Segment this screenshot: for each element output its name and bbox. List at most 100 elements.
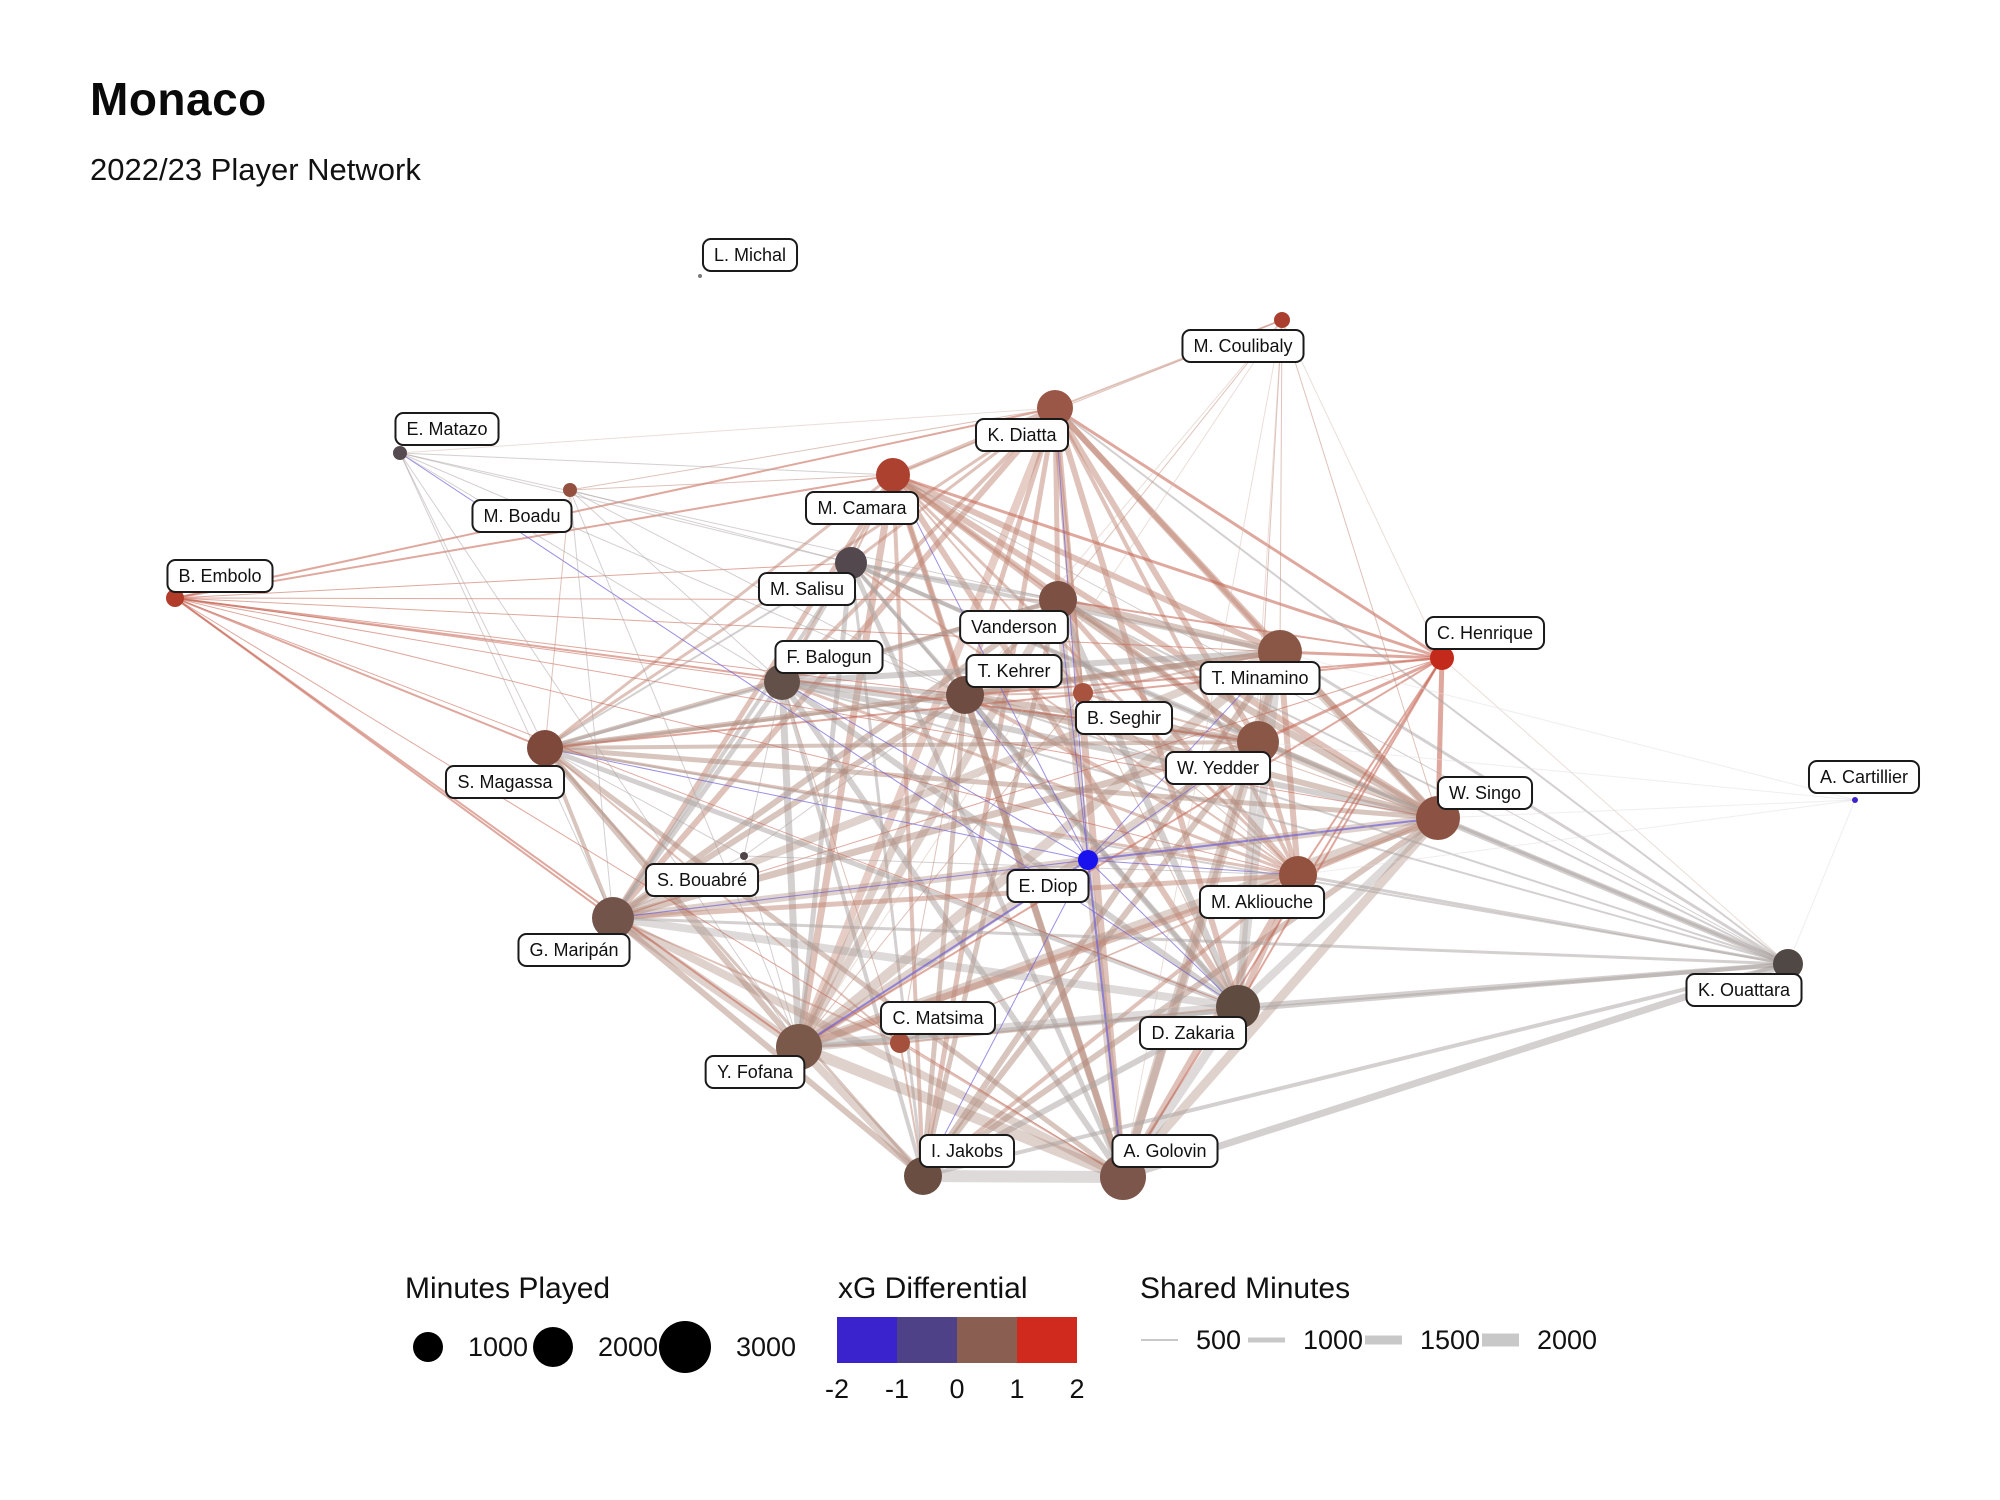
player-node-VA[interactable] [1039, 581, 1077, 619]
edge-BE-KD [174, 407, 1056, 599]
edge-BE-SM [174, 597, 546, 749]
label-text: Vanderson [971, 617, 1057, 637]
edge-MB-YF [569, 489, 800, 1048]
player-node-SB[interactable] [740, 852, 748, 860]
legend-xg-tick: -1 [885, 1374, 909, 1404]
edge-AC-TM [1279, 651, 1856, 801]
legend-minutes-value: 3000 [736, 1332, 796, 1362]
edge-MA-GM [612, 872, 1299, 921]
edge-ED-KD [1054, 407, 1089, 861]
player-label-TM: T. Minamino [1199, 661, 1321, 695]
label-box [959, 610, 1069, 644]
edge-MCa-TM [891, 472, 1282, 655]
edge-BS-YF [798, 692, 1084, 1048]
edge-BE-MS [174, 562, 852, 599]
edge-KO-WY [1257, 740, 1789, 966]
edge-MB-MCa [569, 474, 894, 491]
player-node-CH[interactable] [1430, 646, 1454, 670]
legend-layer: 1000 2000 3000 -2 -1 0 1 2 500 1000 1500 2000 [413, 1317, 1597, 1404]
edge-MCo-CH [1281, 319, 1443, 659]
label-text: E. Diop [1018, 876, 1077, 896]
player-node-MCo[interactable] [1274, 312, 1290, 328]
label-box [704, 1055, 806, 1089]
edge-TM-SM [544, 649, 1281, 751]
edge-KO-GM [612, 916, 1789, 966]
edge-AC-MA [1297, 799, 1856, 876]
player-node-LM[interactable] [698, 274, 702, 278]
player-label-AG: A. Golovin [1111, 1134, 1219, 1168]
edge-EM-GM [399, 452, 614, 919]
edge-MB-KD [569, 407, 1056, 491]
legend-minutes-circle [413, 1332, 443, 1362]
player-node-MA[interactable] [1279, 856, 1317, 894]
edge-TM-IJ [920, 650, 1283, 1178]
label-text: B. Embolo [178, 566, 261, 586]
edge-SB-MA [743, 855, 1299, 876]
edge-KO-KD [1054, 407, 1789, 965]
edge-CH-KD [1054, 406, 1443, 660]
edge-KO-MCa [892, 474, 1789, 965]
label-text: M. Coulibaly [1193, 336, 1292, 356]
label-text: M. Boadu [483, 506, 560, 526]
player-node-GM[interactable] [592, 897, 634, 939]
label-text: F. Balogun [786, 647, 871, 667]
edge-EM-YF [399, 452, 800, 1048]
edge-KO-VA [1057, 599, 1789, 965]
edge-MCo-VA [1057, 319, 1283, 601]
player-node-KD[interactable] [1037, 390, 1073, 426]
edge-FB-DZ [780, 679, 1240, 1010]
edge-MB-SM [544, 489, 571, 749]
player-label-SB: S. Bouabré [644, 863, 760, 897]
player-node-SM[interactable] [527, 730, 563, 766]
player-node-BS[interactable] [1073, 683, 1093, 703]
player-label-AC: A. Cartillier [1807, 760, 1921, 794]
player-node-EM[interactable] [393, 446, 407, 460]
edge-CH-MA [1297, 657, 1443, 876]
edge-KO-TK [964, 694, 1789, 965]
label-text: W. Yedder [1177, 758, 1259, 778]
edge-KO-TM [1279, 650, 1789, 966]
player-label-GM: G. Maripán [517, 933, 631, 967]
edge-CM-GM [612, 917, 901, 1044]
player-node-CM[interactable] [890, 1033, 910, 1053]
player-node-KO[interactable] [1773, 949, 1803, 979]
page-subtitle: 2022/23 Player Network [90, 152, 421, 187]
legend-xg-swatch [837, 1317, 897, 1363]
label-text: C. Henrique [1437, 623, 1533, 643]
label-text: G. Maripán [529, 940, 618, 960]
edge-WS-DZ [1235, 815, 1441, 1010]
edge-AC-KO [1787, 799, 1856, 965]
label-box [394, 412, 500, 446]
edge-GM-IJ [611, 915, 925, 1179]
legend-xg-swatch [957, 1317, 1017, 1363]
label-box [880, 1001, 996, 1035]
player-node-MB[interactable] [563, 483, 577, 497]
legend-minutes-circle [533, 1327, 573, 1367]
label-text: A. Golovin [1123, 1141, 1206, 1161]
edge-MB-FB [569, 489, 783, 683]
player-node-BE[interactable] [166, 589, 184, 607]
player-node-AC[interactable] [1852, 797, 1858, 803]
edge-BE-YF [174, 597, 800, 1048]
legend-minutes-circle [659, 1321, 711, 1373]
player-label-BS: B. Seghir [1074, 701, 1174, 735]
edge-WS-IJ [921, 815, 1440, 1179]
edge-EM-FB [399, 452, 783, 683]
legend-shared-value: 1500 [1420, 1325, 1480, 1355]
player-label-BE: B. Embolo [166, 559, 274, 593]
edge-KD-WS [1052, 405, 1441, 821]
player-label-FB: F. Balogun [774, 640, 884, 674]
edge-CH-WY [1257, 656, 1443, 744]
player-node-MS[interactable] [835, 547, 867, 579]
player-label-YF: Y. Fofana [704, 1055, 806, 1089]
edge-MCo-WS [1281, 319, 1439, 819]
player-node-ED[interactable] [1078, 850, 1098, 870]
legend-xg-tick: 1 [1009, 1374, 1024, 1404]
edge-SM-WY [544, 740, 1259, 750]
legend-shared-value: 1000 [1303, 1325, 1363, 1355]
player-node-MCa[interactable] [876, 458, 910, 492]
edge-TK-IJ [920, 694, 968, 1177]
label-box [166, 559, 274, 593]
edge-CH-MCa [892, 473, 1443, 660]
